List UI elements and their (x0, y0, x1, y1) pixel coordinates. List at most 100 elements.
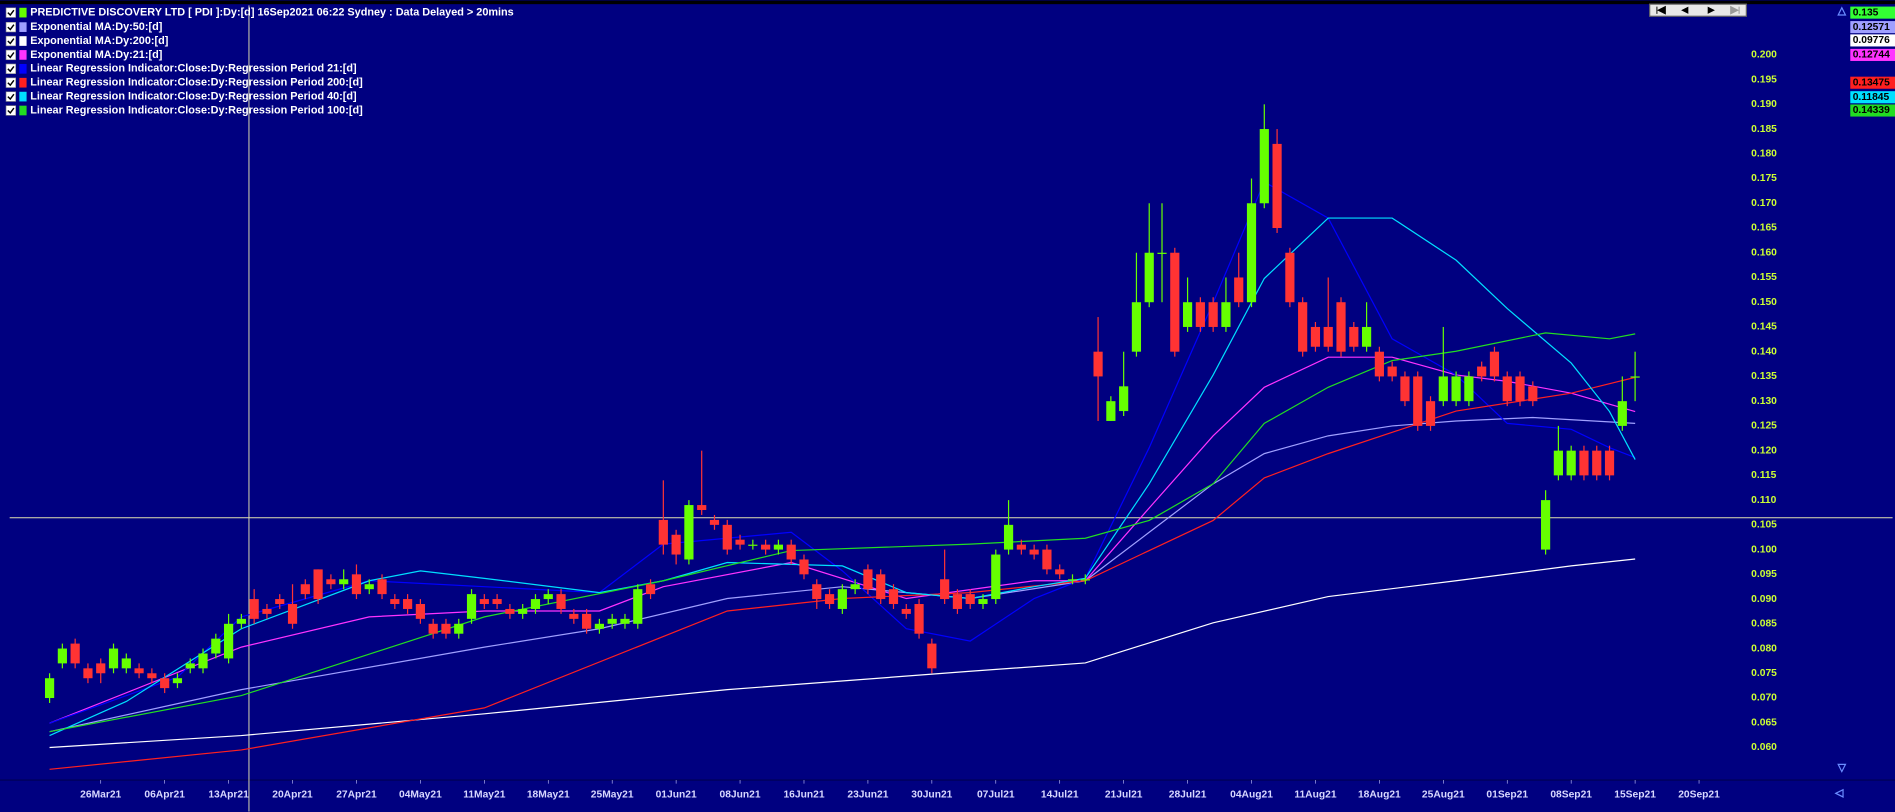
scroll-down[interactable] (1837, 763, 1847, 773)
candle-body (594, 623, 604, 629)
candle-body (108, 648, 119, 669)
candle-body (530, 599, 541, 609)
candle-body (1566, 450, 1576, 476)
x-tick-label: 20Apr21 (272, 789, 313, 800)
nav-last[interactable] (1730, 5, 1740, 15)
candle-body (249, 599, 259, 619)
candle-body (607, 618, 617, 624)
candle-body (1387, 366, 1397, 377)
y-tick-label: 0.200 (1751, 50, 1777, 61)
candle-body (569, 613, 579, 619)
candle-body (620, 618, 630, 624)
candle-body (70, 643, 80, 664)
candle-body (735, 539, 745, 545)
candle-body (1144, 252, 1154, 303)
candle-body (1016, 544, 1026, 550)
candle-body (761, 544, 771, 550)
candle-body (1029, 549, 1039, 555)
candle-body (658, 519, 668, 545)
y-tick-label: 0.190 (1751, 99, 1777, 110)
last-value-label: 0.11845 (1853, 92, 1890, 103)
nav-buttons[interactable] (1649, 3, 1747, 17)
candle-body (697, 505, 707, 511)
candle-body (287, 604, 298, 624)
candle-body (824, 594, 835, 605)
x-tick-label: 18Aug21 (1358, 789, 1401, 800)
y-tick-label: 0.135 (1751, 371, 1777, 382)
x-tick-label: 18May21 (527, 789, 570, 800)
candle-body (1208, 302, 1218, 327)
candle-body (1323, 326, 1333, 347)
candle-body (1528, 386, 1538, 402)
candle-body (1541, 500, 1551, 550)
scroll-up[interactable] (1837, 6, 1847, 16)
candle-body (1579, 450, 1589, 476)
candle-body (262, 608, 272, 614)
candle-body (888, 589, 899, 605)
x-tick-label: 25Aug21 (1422, 789, 1465, 800)
candle-body (326, 579, 336, 585)
y-tick-label: 0.195 (1751, 74, 1777, 85)
scroll-left[interactable] (1834, 788, 1844, 798)
y-tick-label: 0.185 (1751, 124, 1777, 135)
candle-body (1170, 252, 1180, 352)
candle-body (1553, 450, 1563, 476)
candle-body (863, 569, 873, 590)
y-tick-label: 0.100 (1751, 544, 1777, 555)
candles (44, 104, 1640, 703)
legend-label: Linear Regression Indicator:Close:Dy:Reg… (30, 63, 356, 75)
candle-body (300, 584, 310, 595)
candle-body (1067, 579, 1078, 581)
nav-bar[interactable] (1649, 3, 1747, 17)
last-value-box (1850, 21, 1895, 34)
legend-check (7, 9, 15, 17)
last-value-label: 0.12571 (1853, 22, 1890, 33)
legend-check (7, 38, 15, 45)
candle-body (927, 643, 937, 669)
candle-body (172, 678, 183, 684)
legend-label: Linear Regression Indicator:Close:Dy:Reg… (30, 90, 356, 102)
y-tick-label: 0.095 (1751, 569, 1777, 580)
y-tick-label: 0.175 (1751, 173, 1777, 184)
candle-body (633, 589, 643, 624)
candle-body (671, 534, 681, 555)
nav-first[interactable] (1656, 5, 1666, 15)
candle-body (901, 608, 911, 614)
legend-check (7, 107, 15, 115)
legend-check (7, 93, 15, 101)
x-tick-label: 26Mar21 (80, 789, 121, 800)
x-tick-label: 11May21 (463, 789, 506, 800)
legend-checkbox (5, 77, 17, 88)
candle-body (773, 544, 784, 550)
legend-checkbox (5, 91, 17, 102)
last-value-label: 0.12744 (1853, 50, 1890, 61)
legend-label: Exponential MA:Dy:200:[d] (30, 35, 168, 47)
legend-swatch (19, 63, 27, 74)
legend-label: Exponential MA:Dy:50:[d] (30, 21, 162, 33)
indicator-line (49, 217, 1636, 737)
candle-body (224, 623, 234, 659)
candle-body (492, 599, 502, 605)
y-tick-label: 0.080 (1751, 643, 1777, 654)
candle-body (1451, 376, 1461, 402)
candle-body (441, 623, 451, 634)
last-value-label: 0.14339 (1853, 105, 1890, 116)
candle-body (1272, 143, 1282, 229)
nav-next[interactable] (1707, 6, 1715, 14)
candle-body (1131, 302, 1142, 352)
candle-body (1630, 376, 1640, 378)
candle-body (121, 658, 131, 669)
candle-body (57, 648, 67, 664)
candle-body (454, 623, 464, 634)
nav-prev[interactable] (1681, 6, 1689, 14)
candle-body (978, 599, 988, 605)
x-tick-label: 14Jul21 (1041, 789, 1079, 800)
candle-body (83, 668, 93, 679)
candle-body (786, 544, 796, 560)
y-tick-label: 0.150 (1751, 297, 1777, 308)
x-tick-label: 16Jun21 (783, 789, 824, 800)
candle-body (1477, 366, 1487, 377)
x-tick-label: 01Sep21 (1486, 789, 1528, 800)
legend-checkbox (5, 49, 17, 61)
